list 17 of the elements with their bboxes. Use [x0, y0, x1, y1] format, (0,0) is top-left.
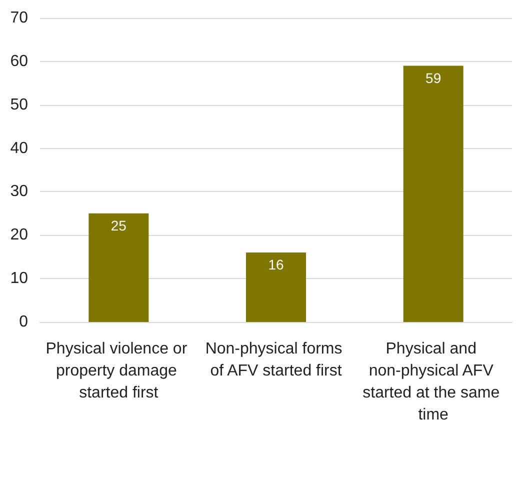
y-tick-label: 0: [19, 314, 28, 330]
bar: [88, 213, 149, 322]
y-tick-label: 70: [10, 10, 28, 26]
y-tick-label: 60: [10, 52, 28, 70]
x-tick-label: Non-physical forms of AFV started first: [205, 340, 347, 380]
data-label: 25: [110, 217, 127, 234]
data-label: 16: [268, 256, 284, 273]
y-tick-label: 20: [10, 226, 28, 244]
y-tick-label: 30: [10, 183, 28, 200]
bar: [403, 66, 464, 322]
y-tick-label: 40: [10, 140, 28, 157]
bar: [246, 252, 306, 322]
y-tick-label: 10: [10, 270, 28, 288]
x-tick-label: Physical violence or property damage started first: [46, 340, 192, 402]
data-label: 59: [426, 70, 442, 86]
x-tick-label: Physical and non-physical AFV started at the same time: [362, 340, 504, 424]
y-tick-label: 50: [10, 96, 28, 114]
